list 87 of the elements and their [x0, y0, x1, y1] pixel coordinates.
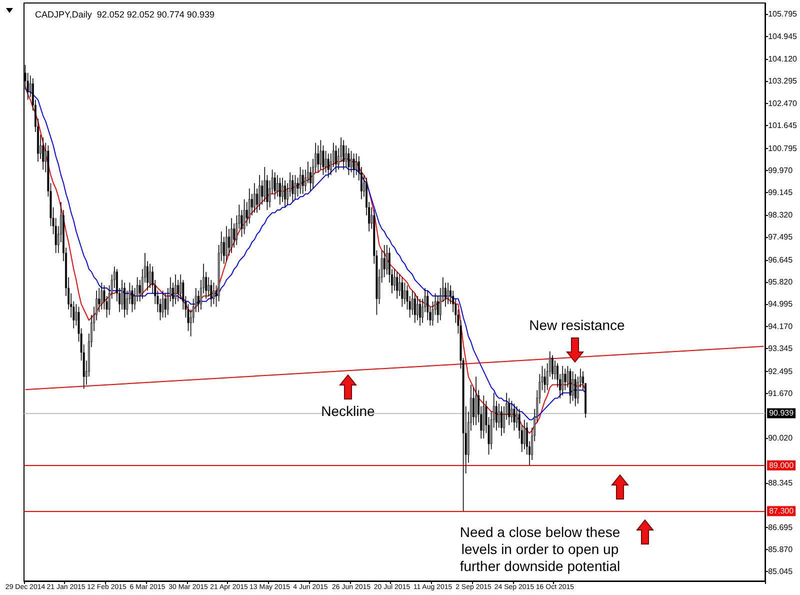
candlestick: [284, 180, 286, 208]
candlestick: [572, 370, 574, 402]
candlestick: [401, 276, 404, 308]
candlestick: [355, 153, 358, 176]
candlestick: [348, 148, 350, 176]
y-tick-label: 99.145: [768, 188, 794, 198]
candlestick: [212, 282, 215, 304]
y-tick-label: 95.820: [768, 278, 794, 287]
candlestick: [544, 368, 546, 394]
candlestick: [246, 202, 248, 227]
candlestick: [248, 188, 250, 224]
candlestick: [162, 290, 164, 318]
candlestick: [225, 226, 228, 262]
y-tick-label: 93.345: [768, 344, 794, 354]
y-tick-label: 98.320: [768, 210, 794, 220]
candlestick: [551, 354, 554, 380]
candlestick: [296, 177, 299, 197]
candlestick: [327, 153, 330, 178]
ref-line-label: 89.000: [769, 460, 794, 470]
candlestick: [513, 403, 516, 431]
y-tick-label: 94.170: [768, 322, 794, 331]
y-tick-label: 91.670: [768, 389, 794, 398]
candlestick: [414, 292, 416, 324]
candlestick: [510, 400, 513, 423]
candlestick: [302, 169, 304, 194]
candlestick: [574, 374, 576, 407]
y-tick-label: 96.645: [768, 255, 794, 264]
candlestick: [404, 282, 406, 304]
candlestick: [174, 274, 177, 304]
candlestick: [264, 166, 266, 202]
y-tick-label: 100.795: [768, 144, 798, 153]
candlestick: [447, 282, 449, 304]
candlestick: [317, 145, 320, 173]
y-tick-label: 94.995: [768, 300, 794, 309]
text: CADJPY,Daily 92.052 92.052 90.774 90.939: [35, 10, 214, 20]
candlestick: [500, 406, 502, 436]
y-tick-label: 102.470: [768, 98, 798, 108]
candlestick: [164, 292, 166, 318]
candlestick: [274, 172, 276, 200]
candlestick: [564, 368, 566, 391]
y-tick-label: 90.020: [768, 433, 794, 442]
candlestick: [253, 182, 256, 214]
annotation: Need a close below these levels in order to open up further downside potential: [458, 524, 622, 575]
y-tick-label: 86.695: [768, 522, 794, 532]
candlestick: [516, 406, 518, 428]
y-tick-label: 104.945: [768, 32, 798, 42]
annotation: Neckline: [320, 403, 376, 420]
y-tick-label: 85.045: [768, 567, 794, 576]
y-tick-label: 101.645: [768, 120, 798, 130]
candlestick: [294, 174, 296, 200]
candlestick: [419, 298, 421, 326]
y-tick-label: 88.345: [768, 478, 794, 488]
y-tick-label: 103.295: [768, 76, 798, 86]
y-tick-label: 99.970: [768, 166, 794, 175]
candlestick: [243, 198, 246, 235]
candlestick: [350, 150, 352, 173]
candlestick: [324, 150, 327, 173]
candlestick: [131, 284, 134, 313]
candlestick: [100, 282, 103, 310]
candlestick: [292, 174, 294, 202]
candlestick: [278, 177, 281, 206]
candlestick: [436, 296, 439, 324]
candlestick: [230, 218, 233, 254]
candlestick: [334, 145, 337, 173]
candlestick: [180, 274, 182, 300]
candlestick: [210, 280, 212, 308]
ref-line-label: 90.939: [769, 408, 794, 418]
candlestick: [383, 244, 386, 278]
candlestick: [562, 366, 564, 396]
y-tick-label: 97.495: [768, 232, 794, 242]
candlestick: [42, 137, 44, 170]
candlestick: [124, 282, 126, 318]
candlestick: [352, 153, 355, 178]
candlestick: [345, 145, 348, 168]
y-tick-label: 92.495: [768, 366, 794, 376]
candlestick: [475, 376, 478, 426]
candlestick: [320, 140, 322, 170]
candlestick: [398, 274, 401, 296]
candlestick: [396, 271, 398, 300]
annotation: New resistance: [528, 317, 626, 334]
y-tick-label: 85.870: [768, 545, 794, 554]
y-tick-label: 104.120: [768, 54, 798, 64]
y-tick-label: 105.795: [768, 9, 798, 18]
candlestick: [258, 174, 261, 210]
candlestick: [299, 166, 302, 194]
candlestick: [342, 140, 345, 170]
ref-line-label: 87.300: [769, 506, 794, 516]
